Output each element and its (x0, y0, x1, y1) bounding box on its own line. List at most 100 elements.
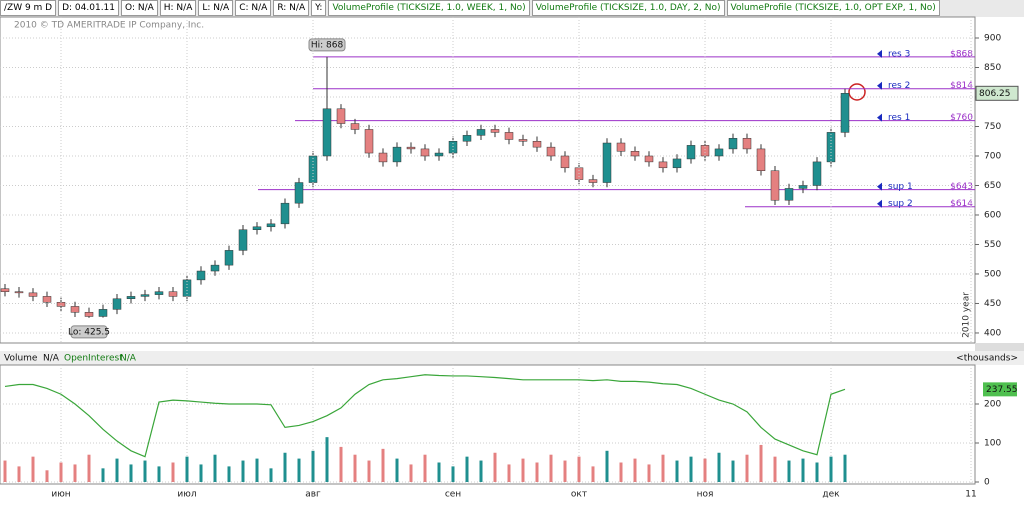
volume-bar (479, 460, 483, 482)
level-name: sup 1 (888, 182, 913, 192)
volume-bar (787, 460, 791, 482)
volume-bar (339, 446, 343, 482)
header-item: D: 04.01.11 (58, 0, 120, 16)
level-name: res 1 (888, 113, 910, 123)
extreme-label: Hi: 868 (311, 40, 344, 50)
volume-bar (493, 452, 497, 482)
volume-bar (703, 458, 707, 482)
volume-bar (171, 462, 175, 482)
volume-bar (717, 452, 721, 482)
separator (975, 343, 1024, 351)
series-name: Volume (4, 354, 38, 364)
watermark: 2010 © TD AMERITRADE IP Company, Inc. (14, 21, 204, 31)
oi-line (4, 374, 846, 458)
candle-body (266, 223, 276, 228)
volume-bar (17, 466, 21, 482)
x-tick-label: июн (51, 490, 70, 500)
candle-body (112, 298, 122, 310)
y-tick-label: 900 (984, 34, 1001, 44)
symbol: /ZW 9 m D (0, 0, 57, 16)
y-tick-label: 850 (984, 63, 1001, 73)
candle-body (196, 270, 206, 281)
candle-body (280, 202, 290, 225)
label-box (70, 325, 108, 339)
level-name: res 2 (888, 81, 910, 91)
candle-body (490, 129, 500, 133)
candle-body (406, 146, 416, 150)
y-tick-label: 550 (984, 240, 1001, 250)
volume-bar (507, 464, 511, 482)
volume-bar (451, 466, 455, 482)
level-arrow (877, 81, 882, 90)
volume-bar (409, 464, 413, 482)
volume-bar (661, 454, 665, 482)
level-arrow (877, 49, 882, 58)
volume-header (0, 351, 1024, 365)
candle-body (210, 264, 220, 272)
candle-body (714, 148, 724, 157)
label-box (308, 38, 346, 52)
candle-body (434, 152, 444, 157)
series-status: N/A (43, 354, 60, 364)
y-tick-label: 750 (984, 122, 1001, 132)
volume-bar (549, 454, 553, 482)
volume-bar (297, 458, 301, 482)
candle-body (224, 250, 234, 266)
y-tick-label: 500 (984, 269, 1001, 279)
volume-bar (101, 468, 105, 482)
candle-body (350, 123, 360, 130)
candle-body (840, 93, 850, 133)
candle-body (140, 294, 150, 297)
header-item: O: N/A (121, 0, 158, 16)
level-price: $643 (950, 182, 973, 192)
level-arrow (877, 182, 882, 191)
series-name: OpenInterest (64, 354, 123, 364)
candle-body (308, 155, 318, 183)
volume-bar (675, 460, 679, 482)
volume-bar (87, 454, 91, 482)
header-item: R: N/A (273, 0, 310, 16)
volume-bar (773, 456, 777, 482)
price-panel (0, 16, 976, 344)
volume-bar (647, 464, 651, 482)
volume-bar (759, 444, 763, 482)
x-tick-label: сен (445, 490, 461, 500)
volume-bar (255, 458, 259, 482)
volume-bar (143, 460, 147, 482)
y-tick-label: 100 (984, 439, 1001, 449)
candle-body (812, 161, 822, 186)
volume-bar (269, 468, 273, 482)
candle-body (238, 229, 248, 251)
candle-body (658, 161, 668, 169)
series-status: N/A (120, 354, 137, 364)
volume-panel (0, 364, 976, 485)
header-item: H: N/A (159, 0, 197, 16)
header-item: Y: (311, 0, 327, 16)
x-tick-label: дек (822, 490, 840, 500)
oi-box (983, 382, 1017, 397)
candle-body (42, 296, 52, 303)
level-price: $760 (950, 113, 973, 123)
volume-bar (3, 460, 7, 482)
volume-bar (59, 462, 63, 482)
candle-body (0, 288, 10, 292)
highlight-circle (848, 83, 866, 101)
volume-bar (311, 450, 315, 482)
header-item: C: N/A (235, 0, 272, 16)
candle-body (742, 138, 752, 150)
volume-bar (325, 437, 329, 482)
volume-bar (381, 448, 385, 482)
candle-body (728, 138, 738, 150)
candle-body (686, 145, 696, 160)
candle-body (70, 306, 80, 313)
candle-body (826, 132, 836, 163)
y-tick-label: 600 (984, 210, 1001, 220)
x-tick-label: ноя (697, 490, 714, 500)
x-tick-label: авг (305, 490, 321, 500)
candle-body (588, 179, 598, 183)
candle-body (28, 292, 38, 297)
volume-bar (843, 454, 847, 482)
candle-body (392, 146, 402, 163)
candle-body (476, 129, 486, 136)
